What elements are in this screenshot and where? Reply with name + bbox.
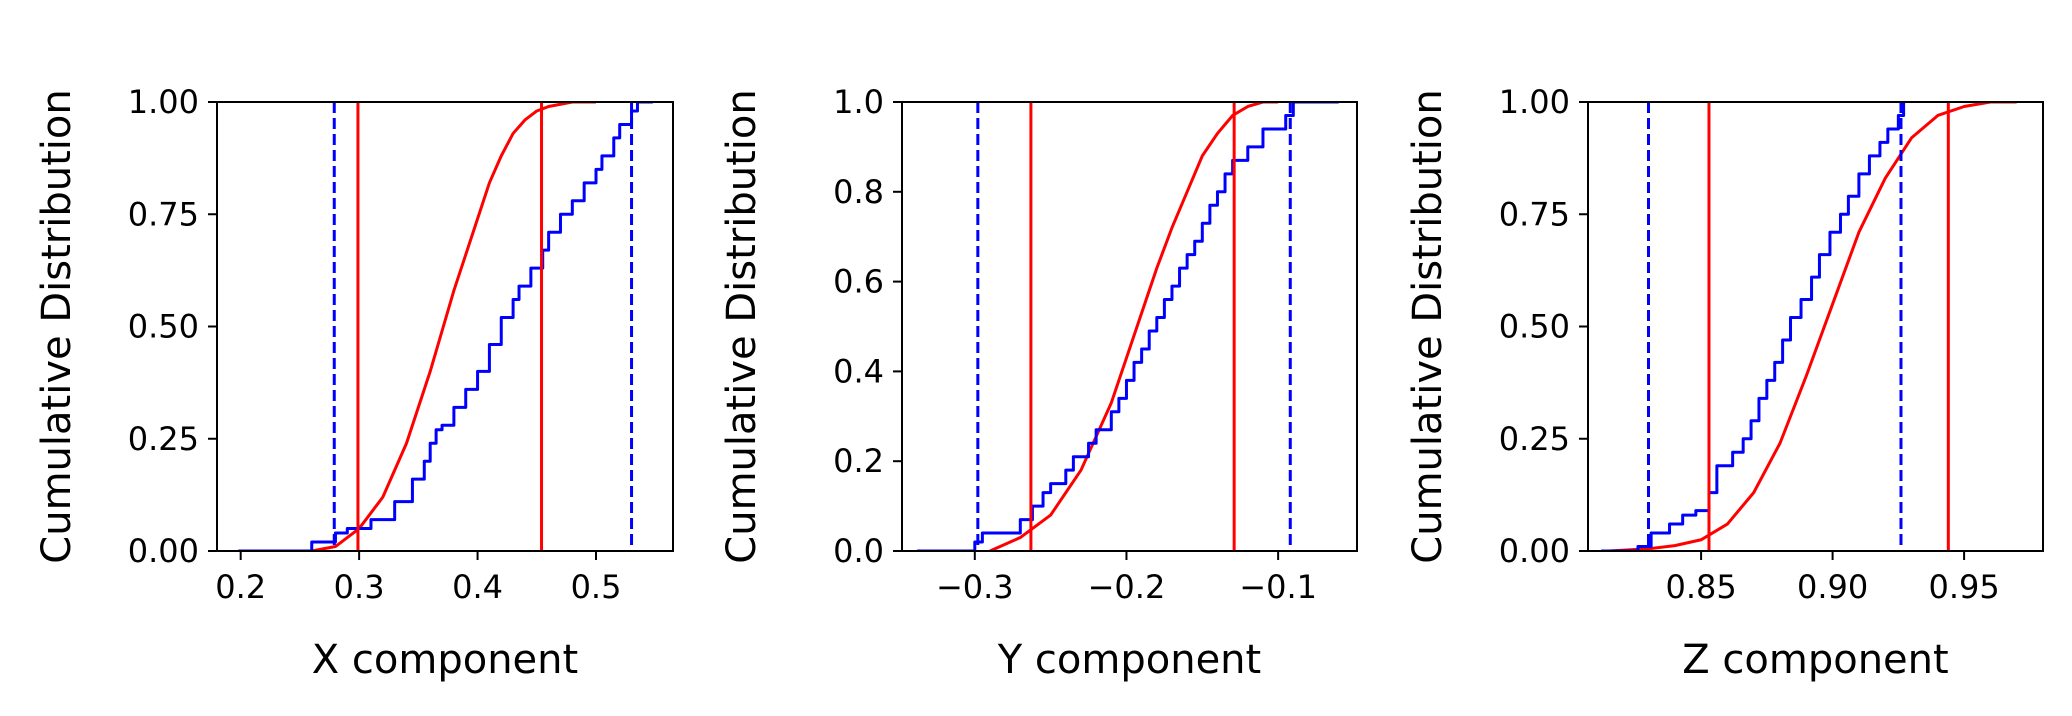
- x-axis-label: X component: [312, 637, 578, 683]
- x-tick-label: 0.3: [334, 568, 385, 606]
- axes-frame: [1587, 101, 2044, 552]
- model-cdf-line: [989, 102, 1279, 551]
- panel-2: −0.3 −0.2 −0.1 0.0 0.2 0.4 0.6 0.8 1.0 Y componen…: [719, 83, 1358, 683]
- axes-frame: [216, 101, 674, 552]
- model-cdf-line: [311, 102, 597, 551]
- y-axis-label: Cumulative Distribution: [34, 89, 80, 563]
- sample-ecdf-line: [917, 102, 1339, 551]
- sample-ecdf-line: [1601, 102, 1906, 551]
- plot-area: [238, 102, 653, 551]
- y-tick-label: 1.0: [833, 83, 884, 121]
- model-cdf-line: [1608, 102, 2017, 551]
- x-tick-label: −0.3: [936, 568, 1014, 606]
- y-tick-label: 0.0: [833, 532, 884, 570]
- y-tick-label: 0.25: [128, 420, 199, 458]
- y-tick-label: 0.75: [128, 195, 199, 233]
- y-tick-label: 0.00: [1499, 532, 1570, 570]
- x-tick-label: 0.4: [452, 568, 503, 606]
- y-tick-label: 0.50: [128, 308, 199, 346]
- panel-3: 0.85 0.90 0.95 0.00 0.25 0.50 0.75 1.00 Z compon…: [1405, 83, 2044, 683]
- x-tick-label: 0.90: [1797, 568, 1868, 606]
- y-tick-label: 0.75: [1499, 195, 1570, 233]
- axes-frame: [901, 101, 1358, 552]
- y-tick-label: 0.50: [1499, 308, 1570, 346]
- y-axis-label: Cumulative Distribution: [1405, 89, 1451, 563]
- plot-area: [917, 102, 1339, 551]
- y-tick-label: 1.00: [128, 83, 199, 121]
- x-axis-label: Y component: [997, 637, 1261, 683]
- y-tick-label: 0.6: [833, 263, 884, 301]
- sample-ecdf-line: [238, 102, 653, 551]
- y-tick-label: 0.25: [1499, 420, 1570, 458]
- x-tick-label: 0.95: [1928, 568, 1999, 606]
- y-axis-label: Cumulative Distribution: [719, 89, 765, 563]
- y-tick-label: 0.2: [833, 442, 884, 480]
- x-tick-label: −0.1: [1239, 568, 1317, 606]
- x-axis-label: Z component: [1682, 637, 1948, 683]
- x-tick-label: 0.5: [571, 568, 622, 606]
- y-tick-label: 0.4: [833, 352, 884, 390]
- plot-area: [1601, 102, 2017, 551]
- y-tick-label: 1.00: [1499, 83, 1570, 121]
- x-tick-label: −0.2: [1088, 568, 1166, 606]
- x-tick-label: 0.85: [1665, 568, 1736, 606]
- y-tick-label: 0.00: [128, 532, 199, 570]
- y-tick-label: 0.8: [833, 173, 884, 211]
- x-tick-label: 0.2: [215, 568, 266, 606]
- panel-1: 0.2 0.3 0.4 0.5 0.00 0.25 0.50 0.75 1.00 X compon…: [34, 83, 674, 683]
